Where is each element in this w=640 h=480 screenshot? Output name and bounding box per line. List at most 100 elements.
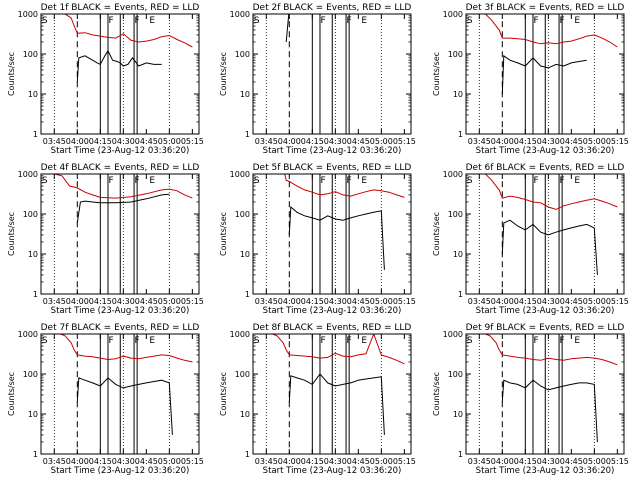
x-tick-label: 03:45 (43, 297, 66, 306)
x-tick-label: 04:45 (347, 297, 370, 306)
flag-label: S (42, 176, 48, 186)
x-tick-label: 05:00 (583, 457, 606, 466)
x-axis-label: Start Time (23-Aug-12 03:36:20) (263, 466, 402, 476)
x-tick-label: 04:00 (491, 297, 514, 306)
x-axis-label: Start Time (23-Aug-12 03:36:20) (263, 146, 402, 156)
x-tick-label: 04:30 (324, 137, 347, 146)
flag-label: S (254, 16, 260, 26)
x-tick-label: 04:15 (301, 457, 324, 466)
x-tick-label: 04:30 (112, 137, 135, 146)
y-tick-label: 10 (453, 410, 463, 419)
plot-frame (40, 173, 200, 295)
flag-label: S (467, 336, 473, 346)
x-tick-label: 05:15 (393, 297, 416, 306)
panel-title: Det 9f BLACK = Events, RED = LLD (466, 323, 625, 333)
x-tick-label: 03:45 (468, 457, 491, 466)
flag-label: F (533, 336, 538, 346)
x-tick-label: 04:15 (301, 137, 324, 146)
series-line-lld (42, 174, 193, 199)
series-line-lld (60, 14, 193, 48)
x-tick-label: 03:45 (468, 297, 491, 306)
x-tick-label: 04:15 (514, 137, 537, 146)
flag-label: S (42, 16, 48, 26)
x-axis-label: Start Time (23-Aug-12 03:36:20) (263, 306, 402, 316)
flag-label: E (149, 16, 155, 26)
flag-label: F (347, 176, 352, 186)
x-axis-label: Start Time (23-Aug-12 03:36:20) (476, 146, 615, 156)
y-tick-label: 100 (235, 370, 250, 379)
x-tick-label: 05:15 (606, 297, 629, 306)
x-tick-label: 05:00 (158, 297, 181, 306)
plot-frame (465, 333, 625, 455)
y-axis-label: Counts/sec (7, 212, 16, 256)
flag-label: F (560, 16, 565, 26)
y-tick-label: 1000 (443, 170, 463, 179)
x-tick-label: 04:15 (514, 297, 537, 306)
x-tick-label: 04:45 (347, 137, 370, 146)
y-tick-label: 1 (458, 290, 463, 299)
y-tick-label: 1000 (230, 170, 250, 179)
flag-label: F (108, 176, 113, 186)
series-line-events (501, 219, 598, 275)
x-tick-label: 04:30 (112, 297, 135, 306)
flag-label: F (347, 336, 352, 346)
y-tick-label: 10 (453, 250, 463, 259)
flag-label: S (467, 16, 473, 26)
plot-frame (252, 13, 412, 135)
x-tick-label: 04:15 (89, 457, 112, 466)
series-line-events (76, 377, 173, 435)
y-tick-label: 100 (448, 210, 463, 219)
series-line-events (76, 49, 162, 83)
y-tick-label: 1 (245, 130, 250, 139)
y-tick-label: 10 (28, 90, 38, 99)
flag-label: E (361, 176, 367, 186)
y-tick-label: 1 (458, 130, 463, 139)
y-axis-label: Counts/sec (432, 212, 441, 256)
flag-label: S (254, 336, 260, 346)
series-line-lld (284, 174, 405, 198)
flag-label: E (149, 176, 155, 186)
series-line-events (288, 373, 385, 435)
series-line-events (288, 205, 385, 270)
flag-label: F (533, 176, 538, 186)
x-tick-label: 04:00 (66, 297, 89, 306)
x-tick-label: 05:15 (393, 137, 416, 146)
x-tick-label: 05:15 (181, 297, 204, 306)
x-tick-label: 03:45 (255, 457, 278, 466)
y-axis-label: Counts/sec (7, 372, 16, 416)
panel-title: Det 4f BLACK = Events, RED = LLD (41, 163, 200, 173)
x-tick-label: 04:15 (89, 297, 112, 306)
x-tick-label: 04:45 (135, 137, 158, 146)
x-tick-label: 04:45 (560, 137, 583, 146)
x-tick-label: 04:45 (560, 297, 583, 306)
flag-label: E (574, 16, 580, 26)
x-axis-label: Start Time (23-Aug-12 03:36:20) (51, 466, 190, 476)
x-tick-label: 03:45 (43, 457, 66, 466)
x-tick-label: 04:00 (278, 457, 301, 466)
y-axis-label: Counts/sec (219, 52, 228, 96)
y-tick-label: 100 (235, 50, 250, 59)
flag-label: E (361, 336, 367, 346)
x-tick-label: 05:00 (583, 297, 606, 306)
plot-frame (465, 13, 625, 135)
y-tick-label: 1 (33, 450, 38, 459)
x-axis-label: Start Time (23-Aug-12 03:36:20) (476, 306, 615, 316)
x-tick-label: 05:15 (606, 457, 629, 466)
x-axis-label: Start Time (23-Aug-12 03:36:20) (476, 466, 615, 476)
plot-frame (252, 173, 412, 295)
x-tick-label: 04:30 (537, 137, 560, 146)
x-tick-label: 04:00 (491, 137, 514, 146)
flag-label: F (108, 336, 113, 346)
plot-frame (40, 333, 200, 455)
